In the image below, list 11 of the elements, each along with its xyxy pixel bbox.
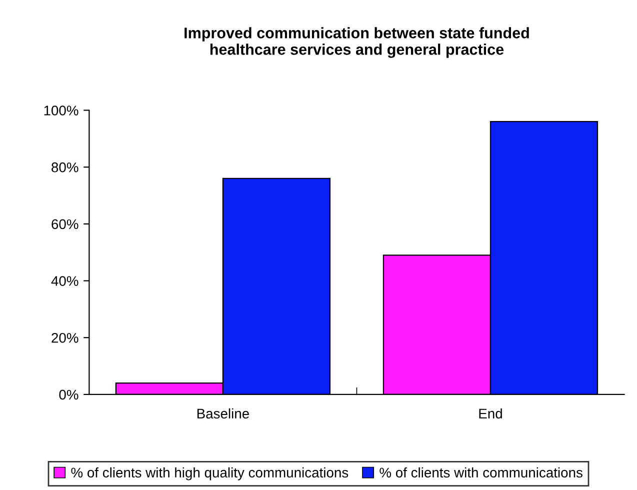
x-tick-label: End — [479, 408, 502, 419]
y-tick-label: 80% — [52, 162, 78, 172]
y-tick-label: 40% — [51, 276, 78, 286]
y-tick-label: 100% — [44, 106, 78, 116]
y-tick-label: 20% — [52, 332, 78, 343]
x-tick-label: Baseline — [197, 408, 249, 419]
chart-title: Improved communication between state funded healthcare services and general practice — [184, 27, 529, 58]
legend-label: % of clients with communications — [380, 467, 582, 478]
legend-label: % of clients with high quality communications — [71, 467, 348, 480]
y-tick-label: 0% — [59, 390, 78, 400]
y-tick-label: 60% — [52, 219, 78, 230]
